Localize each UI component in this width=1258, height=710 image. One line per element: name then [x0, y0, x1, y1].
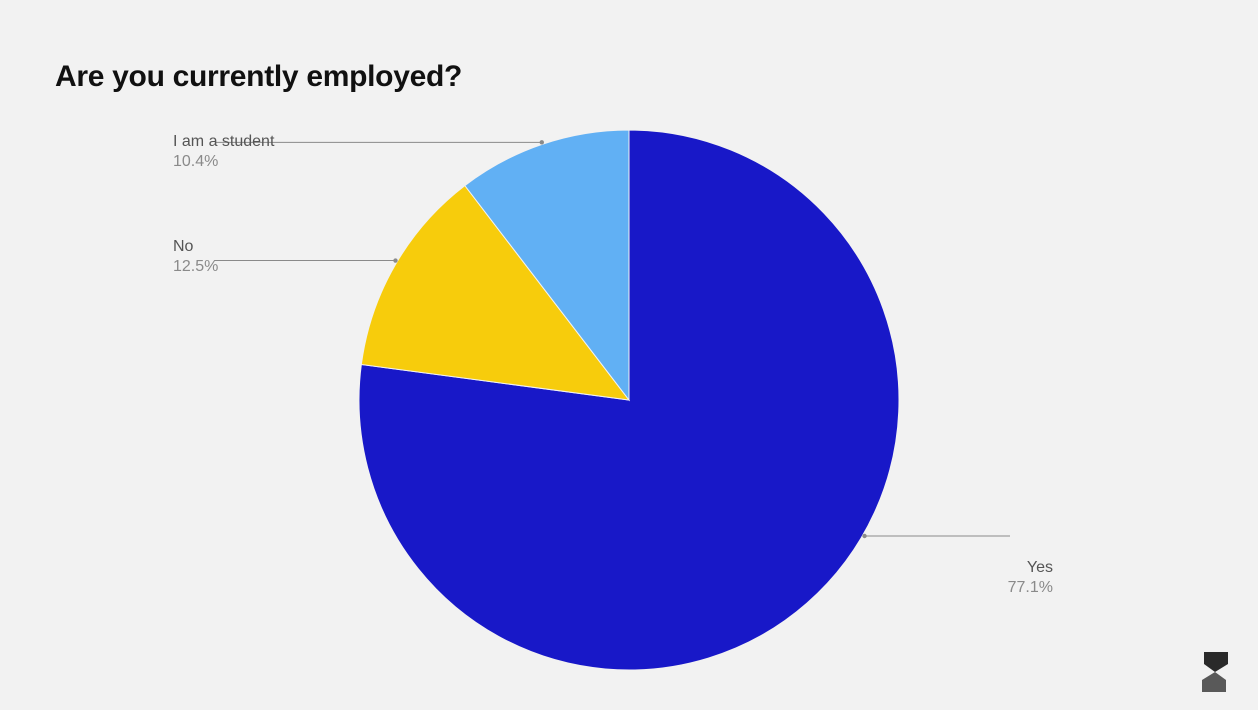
slice-label: Yes	[993, 558, 1053, 578]
slice-callout: Yes77.1%	[993, 558, 1053, 598]
slice-label: No	[173, 237, 253, 257]
slice-callout: No12.5%	[173, 237, 253, 277]
leader-dot	[393, 258, 397, 262]
leader-dot	[862, 534, 866, 538]
slice-label: I am a student	[173, 132, 313, 152]
pie-chart: Yes77.1% No12.5% I am a student10.4%	[0, 0, 1258, 710]
slice-callout: I am a student10.4%	[173, 132, 313, 172]
slice-percent: 12.5%	[173, 257, 253, 277]
slice-percent: 77.1%	[993, 578, 1053, 598]
brand-logo-icon	[1198, 652, 1232, 692]
slice-percent: 10.4%	[173, 152, 313, 172]
leader-dot	[540, 140, 544, 144]
